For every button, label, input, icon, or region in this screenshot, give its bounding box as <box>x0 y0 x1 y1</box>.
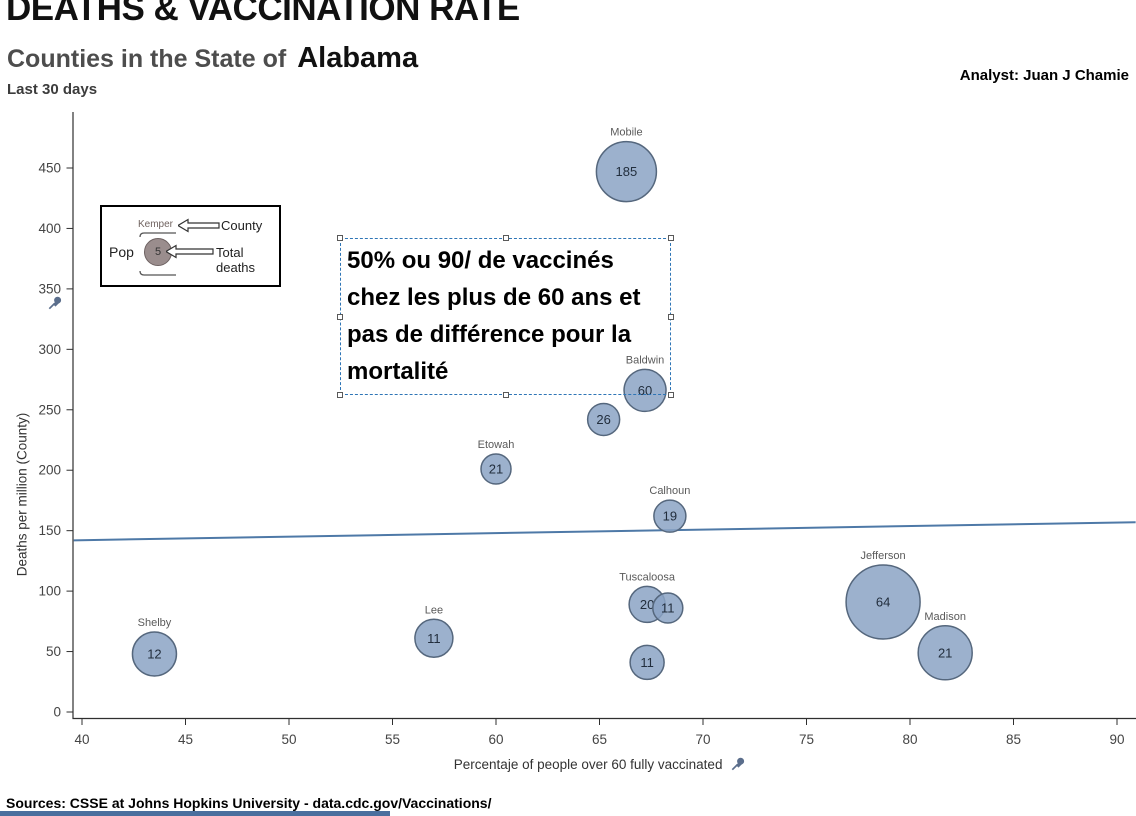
bubble-county[interactable] <box>652 592 684 624</box>
x-tick-label: 60 <box>488 732 503 747</box>
resize-handle[interactable] <box>337 313 343 320</box>
bubble-Baldwin[interactable] <box>623 368 667 413</box>
bottom-bar <box>0 811 390 816</box>
pushpin-icon <box>731 757 745 771</box>
annotation-line: chez les plus de 60 ans et <box>347 284 641 311</box>
size-legend: Kemper County Pop 5 Total deaths <box>100 205 281 287</box>
bubble-Madison[interactable] <box>917 625 973 681</box>
page-title: DEATHS & VACCINATION RATE <box>6 0 520 28</box>
bubble-deaths-label: 12 <box>147 646 161 661</box>
x-tick-label: 40 <box>74 732 89 747</box>
arrow-left-icon <box>178 218 220 233</box>
bubble-Calhoun[interactable] <box>653 499 687 533</box>
bubble-county[interactable] <box>586 402 621 437</box>
bubble-deaths-label: 64 <box>876 594 890 609</box>
brace-icon <box>139 232 176 276</box>
county-label: Madison <box>924 611 966 623</box>
resize-handle[interactable] <box>668 235 674 241</box>
y-tick-label: 0 <box>53 705 61 720</box>
annotation-line: 50% ou 90/ de vaccinés <box>347 247 614 274</box>
trend-line <box>73 521 1136 542</box>
x-tick-label: 50 <box>281 732 296 747</box>
legend-pop-label: Pop <box>109 244 134 260</box>
county-label: Shelby <box>138 617 172 629</box>
y-tick-label: 300 <box>38 342 61 357</box>
bubble-county[interactable] <box>629 644 665 681</box>
bubble-Jefferson[interactable] <box>845 564 921 640</box>
bubble-Etowah[interactable] <box>480 453 512 485</box>
bubble-deaths-label: 185 <box>616 164 638 179</box>
bubble-deaths-label: 21 <box>489 462 503 477</box>
legend-deaths-example: 5 <box>154 246 162 258</box>
resize-handle[interactable] <box>502 235 509 241</box>
legend-county-example: Kemper <box>138 219 174 230</box>
bubble-deaths-label: 11 <box>427 631 441 646</box>
x-axis-title-text: Percentaje of people over 60 fully vacci… <box>453 757 723 772</box>
period-label: Last 30 days <box>7 81 98 98</box>
legend-county-label: County <box>221 218 263 233</box>
y-tick-label: 50 <box>46 644 61 659</box>
bubble-deaths-label: 11 <box>640 655 654 670</box>
county-label: Baldwin <box>626 354 665 366</box>
y-tick-label: 150 <box>38 523 61 538</box>
axis-lines <box>72 112 1136 720</box>
bubble-deaths-label: 20 <box>640 597 654 612</box>
x-tick-label: 55 <box>385 732 400 747</box>
bubble-deaths-label: 11 <box>661 601 675 616</box>
x-tick-label: 45 <box>178 732 193 747</box>
bubble-Shelby[interactable] <box>131 631 178 677</box>
y-tick-label: 200 <box>38 463 61 478</box>
analyst-label: Analyst: Juan J Chamie <box>959 67 1129 84</box>
subtitle-prefix: Counties in the State of <box>7 45 287 73</box>
bubble-Lee[interactable] <box>414 618 454 659</box>
y-tick-label: 400 <box>38 221 61 236</box>
county-label: Etowah <box>478 439 515 451</box>
resize-handle[interactable] <box>668 313 674 320</box>
y-tick-label: 450 <box>38 160 61 175</box>
resize-handle[interactable] <box>337 392 343 398</box>
resize-handle[interactable] <box>668 392 674 398</box>
x-tick-label: 70 <box>695 732 710 747</box>
county-label: Jefferson <box>861 550 906 562</box>
bubble-deaths-label: 26 <box>596 412 610 427</box>
resize-handle[interactable] <box>502 392 509 398</box>
sources-line: Sources: CSSE at Johns Hopkins Universit… <box>6 795 492 811</box>
y-tick-label: 100 <box>38 584 61 599</box>
county-label: Mobile <box>610 127 642 139</box>
county-label: Tuscaloosa <box>619 571 676 583</box>
y-tick-label: 250 <box>38 402 61 417</box>
subtitle: Counties in the State of Alabama <box>7 42 418 75</box>
x-tick-label: 80 <box>902 732 917 747</box>
annotation-text: 50% ou 90/ de vaccinés chez les plus de … <box>347 242 669 390</box>
arrow-left-icon <box>166 244 214 259</box>
x-axis-title: Percentaje of people over 60 fully vacci… <box>300 756 900 772</box>
annotation-line: mortalité <box>347 358 449 385</box>
bubble-Mobile[interactable] <box>595 140 658 203</box>
annotation-box[interactable]: 50% ou 90/ de vaccinés chez les plus de … <box>337 235 674 398</box>
y-axis-title: Deaths per million (County) <box>14 412 30 577</box>
resize-handle[interactable] <box>337 235 343 241</box>
annotation-line: pas de différence pour la <box>347 321 632 348</box>
y-tick-label: 350 <box>38 281 61 296</box>
subtitle-state: Alabama <box>297 42 419 74</box>
county-label: Lee <box>425 604 443 616</box>
county-label: Calhoun <box>649 485 690 497</box>
x-tick-label: 65 <box>592 732 607 747</box>
bubble-deaths-label: 19 <box>663 509 677 524</box>
legend-deaths-label: Total deaths <box>216 245 256 275</box>
x-tick-label: 90 <box>1109 732 1124 747</box>
pushpin-icon <box>48 296 62 310</box>
x-tick-label: 85 <box>1006 732 1021 747</box>
x-tick-label: 75 <box>799 732 814 747</box>
bubble-deaths-label: 21 <box>938 645 952 660</box>
